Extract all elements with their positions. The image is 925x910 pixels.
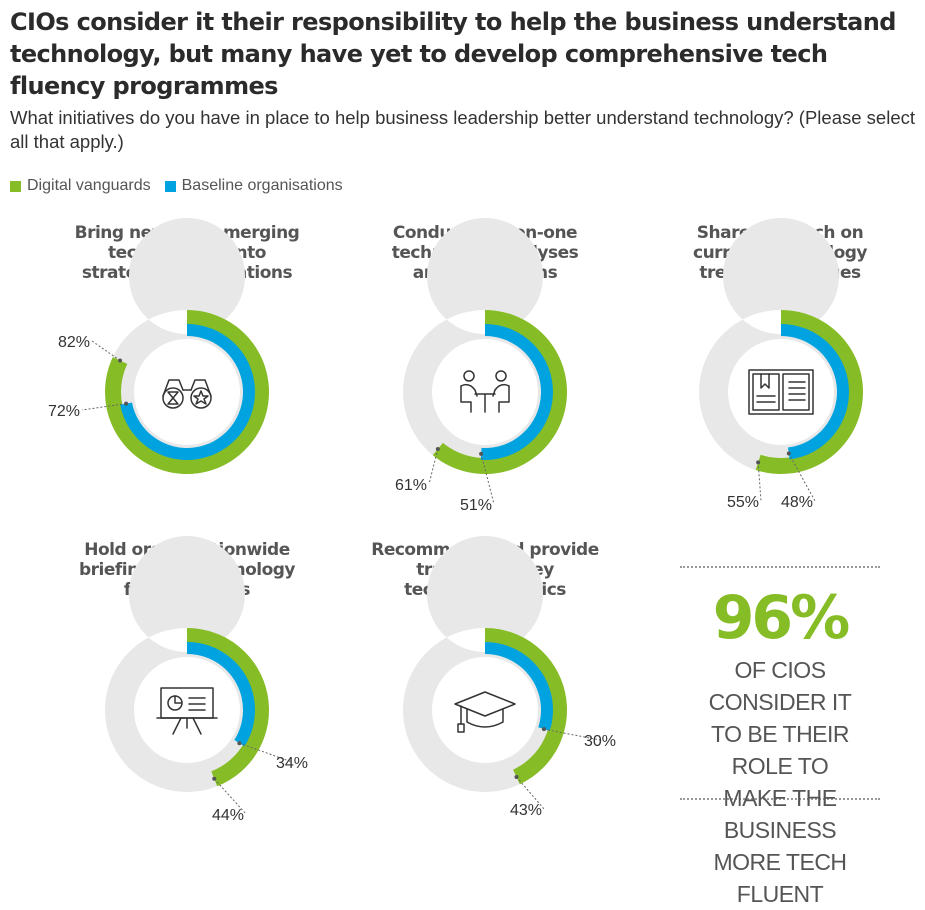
binoculars-icon-part bbox=[190, 379, 212, 397]
leader-line-baseline bbox=[480, 453, 495, 505]
data-label-vanguards: 43% bbox=[510, 802, 542, 819]
leader-dot-baseline bbox=[541, 727, 546, 732]
legend-swatch-vanguards bbox=[10, 180, 21, 192]
donut-arc-baseline bbox=[187, 642, 255, 747]
presentation-board-icon bbox=[156, 687, 218, 735]
legend-label-baseline: Baseline organisations bbox=[181, 177, 343, 194]
donut-arc-vanguards bbox=[432, 310, 567, 474]
leader-dot-vanguards bbox=[118, 358, 123, 363]
donut-arc-vanguards bbox=[485, 628, 567, 785]
meeting-icon-part bbox=[495, 370, 507, 382]
meeting-icon-part bbox=[474, 393, 496, 413]
leader-dot-baseline bbox=[479, 451, 484, 456]
chart-subtitle: What initiatives do you have in place to… bbox=[10, 107, 916, 152]
donut-arc-baseline bbox=[485, 642, 553, 732]
stat-callout: 96% OF CIOS CONSIDER IT TO BE THEIR ROLE… bbox=[680, 566, 880, 907]
donut-hole bbox=[728, 339, 834, 445]
leader-line-baseline bbox=[543, 728, 601, 741]
donut-arc-baseline bbox=[781, 324, 849, 460]
leader-line-baseline bbox=[81, 403, 127, 411]
data-label-baseline: 72% bbox=[48, 403, 80, 420]
data-label-baseline: 48% bbox=[781, 494, 813, 511]
data-label-baseline: 34% bbox=[276, 755, 308, 772]
donut-hole bbox=[134, 339, 240, 445]
binoculars-icon-part bbox=[193, 390, 209, 405]
binoculars-icon-part bbox=[167, 391, 179, 405]
donut-3: 55% 48% bbox=[698, 218, 863, 511]
legend: Digital vanguards Baseline organisations bbox=[10, 175, 357, 197]
chart-title: CIOs consider it their responsibility to… bbox=[10, 8, 896, 100]
open-book-icon-part bbox=[760, 373, 770, 389]
graduation-cap-icon-part bbox=[457, 723, 465, 733]
donut-arc-vanguards bbox=[755, 310, 863, 475]
callout-figure: 96% bbox=[712, 583, 851, 653]
data-label-vanguards: 61% bbox=[395, 477, 427, 494]
presentation-board-icon-part bbox=[174, 695, 182, 704]
open-book-icon bbox=[748, 369, 814, 415]
data-label-vanguards: 44% bbox=[212, 807, 244, 824]
legend-label-vanguards: Digital vanguards bbox=[27, 177, 151, 194]
leader-line-vanguards bbox=[91, 340, 121, 361]
leader-dot-baseline bbox=[237, 741, 242, 746]
data-label-vanguards: 82% bbox=[58, 334, 90, 351]
leader-line-baseline bbox=[239, 742, 293, 763]
leader-line-vanguards bbox=[757, 462, 762, 502]
open-book-icon-part bbox=[748, 369, 814, 415]
meeting-icon-part bbox=[498, 385, 510, 413]
open-book-icon-part bbox=[788, 381, 806, 401]
callout-text: OF CIOS CONSIDER IT TO BE THEIR ROLE TO … bbox=[708, 657, 852, 907]
donut-4: 44% 34% bbox=[104, 536, 308, 824]
data-label-baseline: 30% bbox=[584, 733, 616, 750]
legend-item-baseline: Baseline organisations bbox=[164, 177, 343, 195]
legend-item-vanguards: Digital vanguards bbox=[10, 177, 151, 195]
open-book-icon-part bbox=[752, 373, 780, 411]
meeting-icon-part bbox=[460, 383, 478, 397]
leader-dot-vanguards bbox=[514, 774, 519, 779]
graduation-cap-icon bbox=[454, 691, 516, 733]
donut-charts: 82% 72% 61% 51% 55% 48% 44% 34% 43% 30% bbox=[48, 218, 863, 824]
graduation-cap-icon-part bbox=[454, 691, 516, 717]
data-label-baseline: 51% bbox=[460, 497, 492, 514]
donut-hole bbox=[432, 339, 538, 445]
presentation-board-icon-part bbox=[188, 697, 206, 711]
leader-dot-baseline bbox=[124, 401, 129, 406]
donut-hole bbox=[432, 657, 538, 763]
data-label-vanguards: 55% bbox=[727, 494, 759, 511]
open-book-icon-part bbox=[782, 373, 810, 411]
meeting-icon-part bbox=[460, 385, 472, 413]
binoculars-icon-part bbox=[190, 387, 212, 409]
leader-line-baseline bbox=[788, 453, 816, 502]
binoculars-icon-part bbox=[162, 387, 184, 409]
donut-2: 61% 51% bbox=[395, 218, 567, 514]
binoculars-icon bbox=[162, 379, 212, 409]
leader-dot-vanguards bbox=[212, 776, 217, 781]
donut-hole bbox=[134, 657, 240, 763]
meeting-icon-part bbox=[463, 370, 475, 382]
meeting-icon bbox=[460, 370, 510, 413]
binoculars-icon-part bbox=[162, 379, 184, 397]
graduation-cap-icon-part bbox=[466, 708, 504, 728]
legend-swatch-baseline bbox=[164, 180, 176, 192]
leader-dot-baseline bbox=[786, 451, 791, 456]
donut-1: 82% 72% bbox=[48, 218, 269, 474]
donut-arc-baseline bbox=[480, 324, 554, 460]
donut-5: 43% 30% bbox=[402, 536, 616, 819]
presentation-board-icon-part bbox=[172, 717, 202, 735]
meeting-icon-part bbox=[492, 383, 510, 397]
leader-dot-vanguards bbox=[435, 447, 440, 452]
leader-dot-vanguards bbox=[756, 460, 761, 465]
open-book-icon-part bbox=[756, 395, 776, 403]
leader-line-vanguards bbox=[516, 776, 545, 810]
